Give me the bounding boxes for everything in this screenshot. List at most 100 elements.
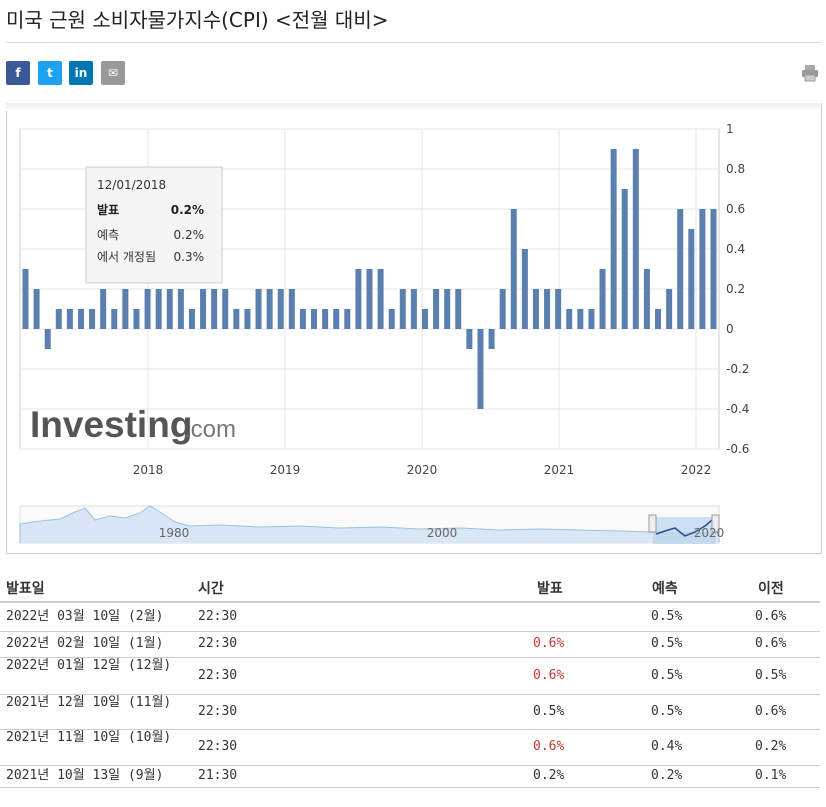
bar[interactable] <box>299 309 306 329</box>
bar[interactable] <box>155 289 162 329</box>
bar[interactable] <box>632 149 639 329</box>
forecast-value: 0.5% <box>651 636 683 651</box>
range-navigator[interactable]: 1980 2000 2020 <box>19 505 724 544</box>
x-tick-label: 2021 <box>544 463 575 477</box>
bar[interactable] <box>655 309 662 329</box>
header-time[interactable]: 시간 <box>198 581 224 597</box>
previous-value: 0.1% <box>755 768 787 783</box>
bar[interactable] <box>532 289 539 329</box>
bar[interactable] <box>477 329 484 409</box>
linkedin-share-button[interactable]: in <box>69 61 93 85</box>
bar[interactable] <box>144 289 151 329</box>
bar[interactable] <box>433 289 440 329</box>
bar[interactable] <box>277 289 284 329</box>
bar[interactable] <box>211 289 218 329</box>
bar[interactable] <box>466 329 473 349</box>
bar[interactable] <box>588 309 595 329</box>
bar[interactable] <box>255 289 262 329</box>
bar[interactable] <box>355 269 362 329</box>
bar[interactable] <box>122 289 129 329</box>
watermark-brand: Investing <box>30 404 192 445</box>
navigator-label: 1980 <box>159 526 190 540</box>
bar[interactable] <box>677 209 684 329</box>
bar[interactable] <box>222 289 229 329</box>
bar[interactable] <box>288 289 295 329</box>
bar[interactable] <box>77 309 84 329</box>
release-date: 2021년 12월 10일 (11월) <box>6 695 172 710</box>
release-time: 21:30 <box>198 768 238 783</box>
bar[interactable] <box>610 149 617 329</box>
header-previous[interactable]: 이전 <box>758 581 784 597</box>
bar[interactable] <box>22 269 29 329</box>
bar[interactable] <box>621 189 628 329</box>
header-date[interactable]: 발표일 <box>6 581 45 597</box>
bar[interactable] <box>521 249 528 329</box>
bar[interactable] <box>344 309 351 329</box>
y-tick-label: -0.2 <box>726 362 749 376</box>
facebook-share-button[interactable]: f <box>6 61 30 85</box>
tooltip-forecast-value: 0.2% <box>174 228 205 242</box>
bar[interactable] <box>666 289 673 329</box>
bar[interactable] <box>100 289 107 329</box>
bar[interactable] <box>566 309 573 329</box>
bar[interactable] <box>544 289 551 329</box>
previous-value: 0.2% <box>755 739 787 754</box>
x-tick-label: 2019 <box>270 463 301 477</box>
bar[interactable] <box>233 309 240 329</box>
table-row: 2021년 10월 13일 (9월) 21:30 0.2% 0.2% 0.1% <box>0 765 820 788</box>
bar[interactable] <box>55 309 62 329</box>
bar[interactable] <box>366 269 373 329</box>
bar[interactable] <box>133 309 140 329</box>
bar[interactable] <box>599 269 606 329</box>
chart-panel <box>6 103 822 554</box>
bar[interactable] <box>177 289 184 329</box>
table-row: 2021년 12월 10일 (11월) 22:30 0.5% 0.5% 0.6% <box>0 694 820 730</box>
tooltip-actual-value: 0.2% <box>171 203 204 217</box>
y-tick-label: 0 <box>726 322 734 336</box>
bar[interactable] <box>455 289 462 329</box>
bar[interactable] <box>688 229 695 329</box>
navigator-left-handle[interactable] <box>648 514 657 533</box>
bar[interactable] <box>244 309 251 329</box>
forecast-value: 0.4% <box>651 739 683 754</box>
bar[interactable] <box>200 289 207 329</box>
bar[interactable] <box>322 309 329 329</box>
header-actual[interactable]: 발표 <box>537 581 563 597</box>
bar[interactable] <box>555 289 562 329</box>
y-tick-label: 1 <box>726 122 734 136</box>
y-tick-label: 0.8 <box>726 162 745 176</box>
header-forecast[interactable]: 예측 <box>652 581 678 597</box>
bar[interactable] <box>266 289 273 329</box>
bar[interactable] <box>488 329 495 349</box>
bar[interactable] <box>111 309 118 329</box>
bar[interactable] <box>421 309 428 329</box>
bar[interactable] <box>33 289 40 329</box>
bar[interactable] <box>510 209 517 329</box>
bar[interactable] <box>166 289 173 329</box>
bar[interactable] <box>311 309 318 329</box>
chart-toolbar <box>6 103 820 111</box>
previous-value: 0.6% <box>755 609 787 624</box>
twitter-share-button[interactable]: t <box>38 61 62 85</box>
bar[interactable] <box>377 269 384 329</box>
bar[interactable] <box>333 309 340 329</box>
bar[interactable] <box>643 269 650 329</box>
bar[interactable] <box>499 289 506 329</box>
bar[interactable] <box>577 309 584 329</box>
bar[interactable] <box>44 329 51 349</box>
bar[interactable] <box>399 289 406 329</box>
bar[interactable] <box>410 289 417 329</box>
bar[interactable] <box>444 289 451 329</box>
bar[interactable] <box>710 209 717 329</box>
bar[interactable] <box>89 309 96 329</box>
navigator-right-handle[interactable] <box>711 514 720 533</box>
email-share-button[interactable]: ✉ <box>101 61 125 85</box>
bar[interactable] <box>66 309 73 329</box>
bar[interactable] <box>188 309 195 329</box>
tooltip: 12/01/2018 발표 0.2% 예측 0.2% 에서 개정됨 0.3% <box>85 166 223 284</box>
bar[interactable] <box>388 309 395 329</box>
bar[interactable] <box>699 209 706 329</box>
release-time: 22:30 <box>198 704 238 719</box>
release-time: 22:30 <box>198 668 238 683</box>
print-icon[interactable] <box>801 64 819 82</box>
